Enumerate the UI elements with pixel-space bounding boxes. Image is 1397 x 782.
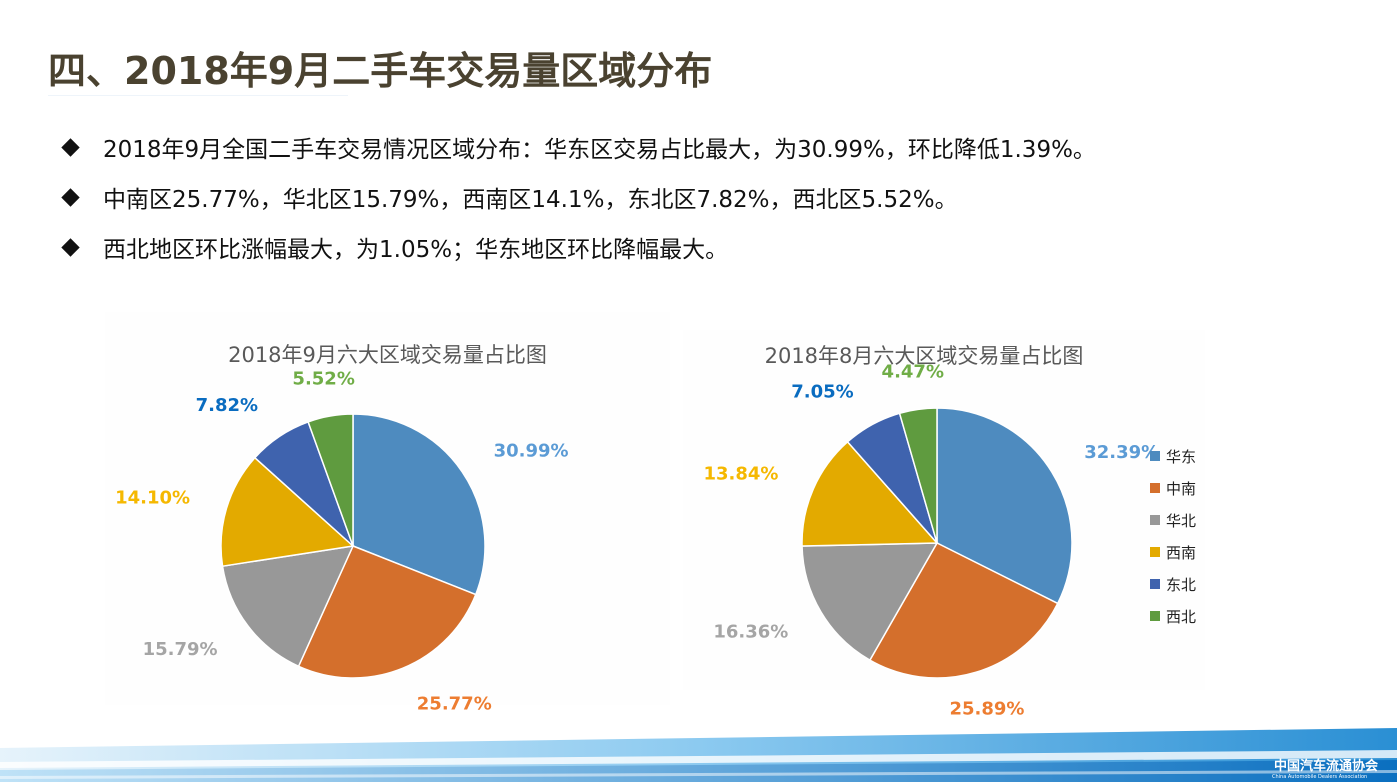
bullet-list: 2018年9月全国二手车交易情况区域分布：华东区交易占比最大，为30.99%，环… <box>61 122 1096 272</box>
legend-item: 中南 <box>1150 472 1196 504</box>
data-label: 25.89% <box>949 699 1024 720</box>
pie-slice-华北 <box>221 545 355 668</box>
bullet-item: 中南区25.77%，华北区15.79%，西南区14.1%，东北区7.82%，西北… <box>61 172 1096 222</box>
data-label: 4.47% <box>882 362 944 383</box>
data-label: 25.77% <box>417 694 492 715</box>
legend-item: 东北 <box>1150 568 1196 600</box>
chart-title: 2018年9月六大区域交易量占比图 <box>228 343 547 367</box>
legend-swatch <box>1150 451 1160 461</box>
logo-text: 中国汽车流通协会 <box>1274 759 1379 774</box>
bullet-item: 2018年9月全国二手车交易情况区域分布：华东区交易占比最大，为30.99%，环… <box>61 122 1096 172</box>
legend-label: 东北 <box>1166 575 1197 594</box>
legend-label: 华北 <box>1166 511 1197 530</box>
pie-slice-西北 <box>307 413 354 547</box>
legend-swatch <box>1150 547 1160 557</box>
logo-subtext: China Automobile Dealers Association <box>1272 774 1368 780</box>
legend: 华东中南华北西南东北西北 <box>1150 440 1196 632</box>
bullet-text: 2018年9月全国二手车交易情况区域分布：华东区交易占比最大，为30.99%，环… <box>103 137 1096 163</box>
data-label: 14.10% <box>115 487 190 508</box>
bullet-text: 中南区25.77%，华北区15.79%，西南区14.1%，东北区7.82%，西北… <box>103 187 958 213</box>
pie-slice-华东 <box>936 407 1073 605</box>
pie-slice-中南 <box>297 545 477 679</box>
data-label: 7.82% <box>196 395 258 416</box>
chart-title: 2018年8月六大区域交易量占比图 <box>764 344 1084 368</box>
pie-slice-华北 <box>801 542 939 662</box>
title-divider <box>48 95 348 96</box>
pie-slice-西南 <box>220 456 355 568</box>
legend-swatch <box>1150 515 1160 525</box>
data-label: 30.99% <box>494 440 569 461</box>
pie-slice-中南 <box>868 542 1059 679</box>
footer-wave-decoration <box>0 728 1397 782</box>
data-label: 16.36% <box>713 621 788 642</box>
legend-item: 西北 <box>1150 600 1196 632</box>
legend-label: 华东 <box>1166 447 1197 466</box>
pie-slice-西北 <box>898 407 938 544</box>
data-label: 15.79% <box>143 639 218 660</box>
legend-swatch <box>1150 579 1160 589</box>
legend-label: 中南 <box>1166 479 1197 498</box>
legend-swatch <box>1150 483 1160 493</box>
slide-title: 四、2018年9月二手车交易量区域分布 <box>48 49 713 93</box>
legend-swatch <box>1150 611 1160 621</box>
legend-item: 华北 <box>1150 504 1196 536</box>
legend-item: 华东 <box>1150 440 1196 472</box>
bullet-item: 西北地区环比涨幅最大，为1.05%；华东地区环比降幅最大。 <box>61 222 1096 272</box>
bullet-text: 西北地区环比涨幅最大，为1.05%；华东地区环比降幅最大。 <box>103 237 729 263</box>
pie-slice-华东 <box>352 413 486 596</box>
data-label: 32.39% <box>1084 442 1159 463</box>
legend-label: 西北 <box>1166 607 1197 626</box>
data-label: 13.84% <box>704 464 779 485</box>
data-label: 7.05% <box>791 381 853 402</box>
legend-label: 西南 <box>1166 543 1197 562</box>
association-logo: 中国汽车流通协会 China Automobile Dealers Associ… <box>1246 755 1378 780</box>
data-label: 5.52% <box>292 369 354 390</box>
pie-slice-西南 <box>801 440 939 547</box>
legend-item: 西南 <box>1150 536 1196 568</box>
